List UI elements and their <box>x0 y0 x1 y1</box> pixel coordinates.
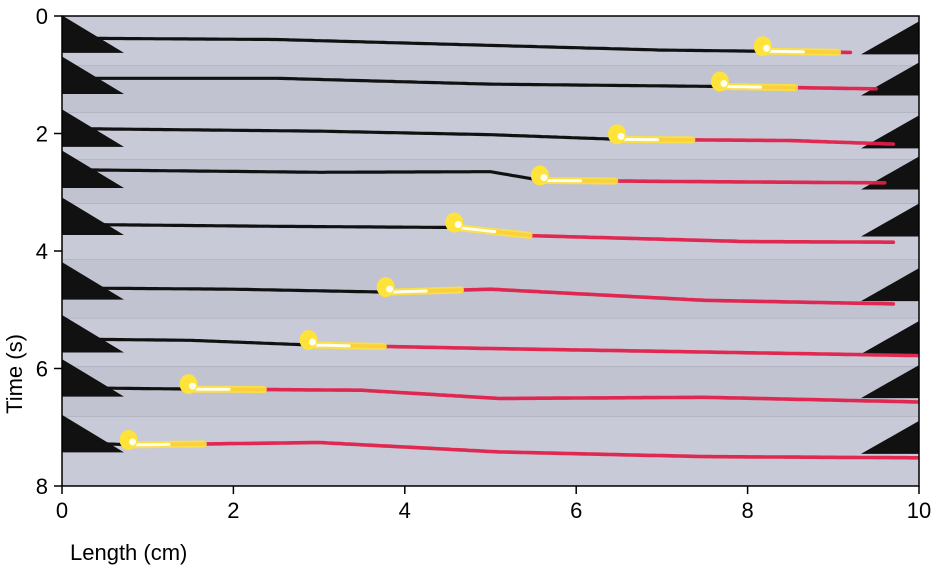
y-axis-label: Time (s) <box>2 334 27 414</box>
axes: 0 2 4 6 8 10 0 2 4 6 8 <box>36 4 931 523</box>
flame-spark <box>540 174 548 181</box>
x-tick-label: 4 <box>399 498 411 523</box>
flame-spark <box>189 382 197 390</box>
fuse-unburnt <box>86 223 458 230</box>
fuse-unburnt <box>77 386 193 391</box>
x-axis-label: Length (cm) <box>70 540 187 565</box>
right-clamp <box>861 203 919 237</box>
right-clamp <box>861 21 919 55</box>
x-tick-label: 0 <box>56 498 68 523</box>
video-frame <box>62 359 919 418</box>
fuse-unburnt <box>86 127 621 141</box>
flame-core <box>129 442 171 447</box>
x-tick-label: 6 <box>570 498 582 523</box>
y-tick-label: 8 <box>36 474 48 499</box>
right-clamp <box>861 420 919 454</box>
flame-core <box>763 49 805 54</box>
left-clamp <box>62 16 124 53</box>
fuse-unburnt <box>69 337 313 347</box>
left-clamp <box>62 315 124 353</box>
frame-strip <box>62 318 919 368</box>
y-tick-label: 6 <box>36 357 48 382</box>
left-clamp <box>62 56 124 94</box>
fuse-unburnt <box>62 440 133 447</box>
flame-spark <box>386 285 394 293</box>
video-frame <box>62 414 919 486</box>
flame-core <box>309 343 351 348</box>
flame-spark <box>309 338 317 346</box>
fuse-burnt <box>128 440 919 460</box>
flame-spark <box>763 44 771 52</box>
frame-strip <box>62 16 919 66</box>
flame-core <box>454 226 497 234</box>
flame-spark <box>454 221 462 228</box>
x-tick-label: 2 <box>227 498 239 523</box>
y-tick-label: 4 <box>36 239 48 264</box>
fuse-unburnt <box>69 286 390 294</box>
flame-core <box>720 85 762 89</box>
left-clamp <box>62 262 124 300</box>
plot-area <box>62 16 919 486</box>
right-clamp <box>861 365 919 399</box>
video-frame <box>62 315 919 368</box>
fuse-burnt <box>308 343 919 358</box>
video-frame <box>62 150 919 205</box>
flame-core <box>386 289 428 294</box>
video-frame <box>62 259 919 320</box>
fuse-unburnt <box>77 76 724 89</box>
video-frame <box>62 56 919 114</box>
y-tick-label: 0 <box>36 4 48 29</box>
flame-spark <box>129 438 137 446</box>
fuse-unburnt <box>86 36 767 53</box>
fuse-unburnt <box>86 168 544 183</box>
right-clamp <box>861 321 919 354</box>
video-frame <box>62 197 919 261</box>
x-tick-label: 10 <box>907 498 931 523</box>
x-tick-label: 8 <box>741 498 753 523</box>
fuse-burnt <box>385 287 896 306</box>
video-frame <box>62 16 919 67</box>
fuse-burnt <box>188 387 919 404</box>
right-clamp <box>861 115 919 149</box>
y-tick-label: 2 <box>36 122 48 147</box>
flame-spark <box>720 80 728 87</box>
frame-strip <box>62 112 919 160</box>
right-clamp <box>861 268 919 302</box>
flame-spark <box>617 132 625 140</box>
video-frame <box>62 109 919 161</box>
